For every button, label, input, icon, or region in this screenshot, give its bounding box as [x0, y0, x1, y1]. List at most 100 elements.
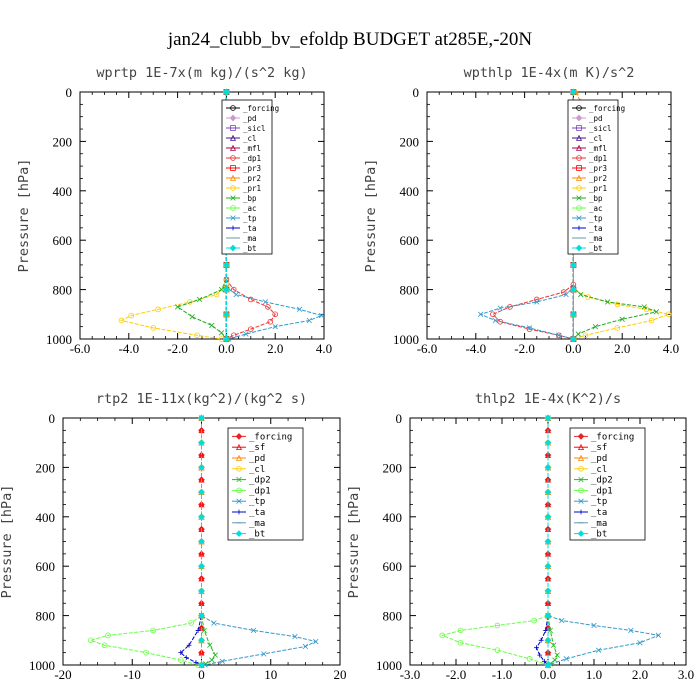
data-point — [563, 656, 570, 662]
data-point — [637, 640, 643, 646]
x-tick-label: 1.0 — [586, 667, 602, 682]
y-tick-label: 600 — [36, 559, 56, 574]
x-tick-label: 2.0 — [267, 341, 283, 356]
data-point — [570, 286, 577, 293]
legend-entry: _ma — [226, 234, 257, 243]
data-point — [494, 647, 501, 653]
data-point — [543, 628, 549, 633]
legend-label: _forcing — [591, 432, 634, 442]
y-tick-label: 1000 — [29, 658, 55, 673]
y-tick-label: 0 — [49, 411, 56, 426]
data-point — [457, 627, 464, 634]
data-point — [143, 649, 149, 656]
legend-label: _tp — [249, 497, 265, 507]
legend-marker — [230, 105, 236, 111]
y-tick-label: 400 — [53, 184, 73, 199]
legend-label: _pr3 — [589, 164, 607, 173]
legend-marker — [229, 114, 237, 122]
data-point — [570, 335, 577, 343]
legend-label: _bt — [591, 530, 607, 540]
legend-entry: _dp2 — [574, 476, 613, 486]
legend-label: _cl — [591, 465, 607, 475]
data-point — [243, 331, 249, 337]
data-point — [555, 332, 562, 339]
legend-entry: _tp — [574, 497, 607, 507]
legend-entry: _ma — [572, 234, 603, 243]
legend-marker — [229, 174, 237, 181]
legend-label: _tp — [243, 214, 257, 223]
legend-label: _pd — [249, 454, 265, 464]
legend-label: _dp1 — [249, 486, 271, 496]
chart-panel-1: wprtp 1E-7x(m kg)/(s^2 kg) Pressure [hPa]… — [16, 65, 332, 356]
x-tick-label: 10 — [264, 667, 277, 682]
data-point — [544, 587, 552, 595]
legend-marker — [575, 174, 583, 181]
series-line — [201, 418, 318, 666]
legend-entry: _pr1 — [572, 184, 607, 193]
legend-entry: _ma — [232, 519, 265, 529]
data-point — [209, 322, 215, 329]
x-tick-label: 2.0 — [614, 341, 630, 356]
y-tick-label: 1000 — [376, 658, 402, 673]
legend-entry: _cl — [574, 465, 607, 475]
data-point — [595, 647, 602, 653]
legend-entry: _dp1 — [572, 154, 607, 163]
data-point — [544, 538, 552, 545]
data-point — [195, 628, 201, 633]
legend-marker — [236, 498, 242, 504]
legend-label: _pr2 — [243, 174, 261, 183]
legend-marker — [236, 487, 242, 494]
legend-marker — [230, 195, 236, 201]
y-tick-label: 200 — [36, 460, 56, 475]
data-point — [544, 636, 552, 644]
data-point — [105, 632, 111, 639]
y-axis-label: Pressure [hPa] — [16, 159, 32, 273]
legend-label: _pr1 — [589, 184, 607, 193]
data-point — [196, 296, 203, 303]
data-point — [550, 642, 557, 648]
data-point — [198, 562, 205, 570]
legend-label: _mfl — [589, 144, 607, 153]
x-tick-label: -2.0 — [514, 341, 535, 356]
data-point — [526, 325, 533, 331]
panel-title: wpthlp 1E-4x(m K)/s^2 — [464, 65, 635, 81]
y-tick-label: 200 — [400, 134, 420, 149]
legend-marker — [577, 443, 585, 450]
series-pr1 — [118, 89, 230, 342]
x-tick-label: 0 — [198, 667, 205, 682]
legend-label: _cl — [243, 134, 257, 143]
legend-marker — [235, 454, 243, 461]
legend-marker — [577, 530, 585, 537]
data-point — [544, 612, 552, 619]
legend-marker — [576, 205, 582, 211]
legend-label: _tp — [591, 497, 607, 507]
legend: _forcing_pd_sicl_cl_mfl_dp1_pr3_pr2_pr1_… — [221, 99, 279, 255]
data-point — [559, 617, 565, 624]
data-point — [541, 658, 547, 664]
legend-marker — [236, 476, 242, 483]
y-tick-label: 400 — [400, 184, 420, 199]
legend-entry: _tp — [226, 214, 257, 223]
data-point — [490, 311, 496, 318]
legend-label: _ma — [591, 519, 607, 529]
series-tp — [477, 89, 577, 342]
legend-label: _pd — [589, 114, 603, 123]
data-point — [570, 88, 577, 96]
legend-marker — [235, 443, 243, 450]
y-axis-label: Pressure [hPa] — [346, 485, 362, 599]
data-point — [544, 661, 552, 669]
data-point — [563, 291, 569, 298]
legend-marker — [230, 215, 236, 221]
data-point — [261, 651, 267, 657]
data-point — [614, 301, 621, 308]
legend-marker — [230, 165, 236, 171]
data-point — [582, 332, 589, 339]
data-point — [250, 627, 257, 634]
series-line — [479, 92, 574, 340]
data-point — [534, 645, 539, 651]
x-tick-label: 0.0 — [565, 341, 581, 356]
data-point — [194, 332, 200, 339]
series-line — [225, 92, 324, 340]
legend-label: _ta — [249, 508, 265, 518]
legend-label: _bt — [249, 530, 265, 540]
